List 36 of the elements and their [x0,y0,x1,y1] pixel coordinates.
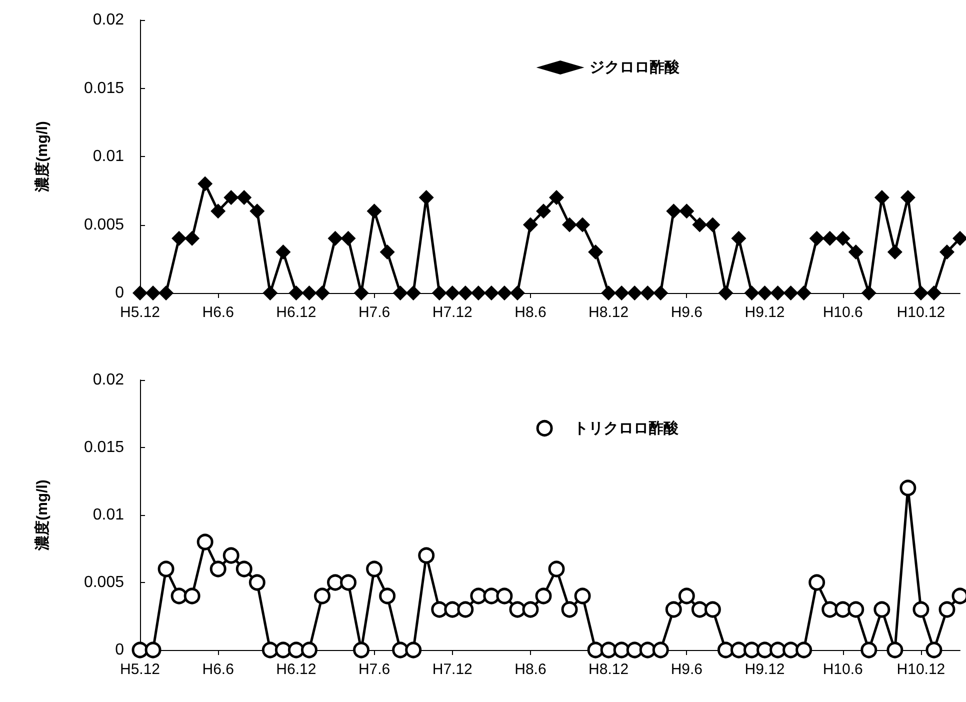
x-tick-label: H5.12 [120,661,160,678]
x-tick-label: H9.6 [670,661,703,678]
y-tick-label: 0 [115,284,124,302]
legend-label: ジクロロ酢酸 [589,59,680,76]
y-axis-title: 濃度(mg/l) [33,121,51,193]
y-axis-title: 濃度(mg/l) [33,480,51,552]
x-tick-label: H7.6 [358,304,390,321]
y-tick-label: 0.01 [92,506,124,524]
x-tick-label: H9.6 [670,304,703,321]
x-tick-label: H10.6 [822,661,863,678]
x-tick-label: H5.12 [120,304,160,321]
x-tick-label: H9.12 [744,304,785,321]
y-tick-label: 0.01 [92,148,124,165]
x-tick-label: H6.6 [202,661,234,678]
y-tick-label: 0.005 [84,216,124,234]
legend-label: トリクロロ酢酸 [574,420,680,437]
x-tick-label: H10.6 [822,304,863,321]
x-tick-label: H10.12 [896,304,946,321]
y-tick-label: 0.015 [84,439,124,456]
y-tick-label: 0.02 [92,12,124,28]
x-tick-label: H9.12 [744,661,785,678]
x-tick-label: H6.12 [276,304,316,321]
x-tick-label: H8.6 [514,304,546,321]
x-tick-label: H8.6 [514,661,546,678]
x-tick-label: H8.12 [588,661,629,678]
y-tick-label: 0.02 [92,372,124,388]
x-tick-label: H7.12 [432,661,472,678]
x-tick-label: H6.12 [276,661,316,678]
x-tick-label: H8.12 [588,304,629,321]
x-tick-label: H7.12 [432,304,472,321]
y-tick-label: 0 [115,642,124,658]
x-tick-label: H7.6 [358,661,390,678]
y-tick-label: 0.015 [84,80,124,97]
y-tick-label: 0.005 [84,574,124,591]
x-tick-label: H6.6 [202,304,234,321]
x-tick-label: H10.12 [896,661,946,678]
